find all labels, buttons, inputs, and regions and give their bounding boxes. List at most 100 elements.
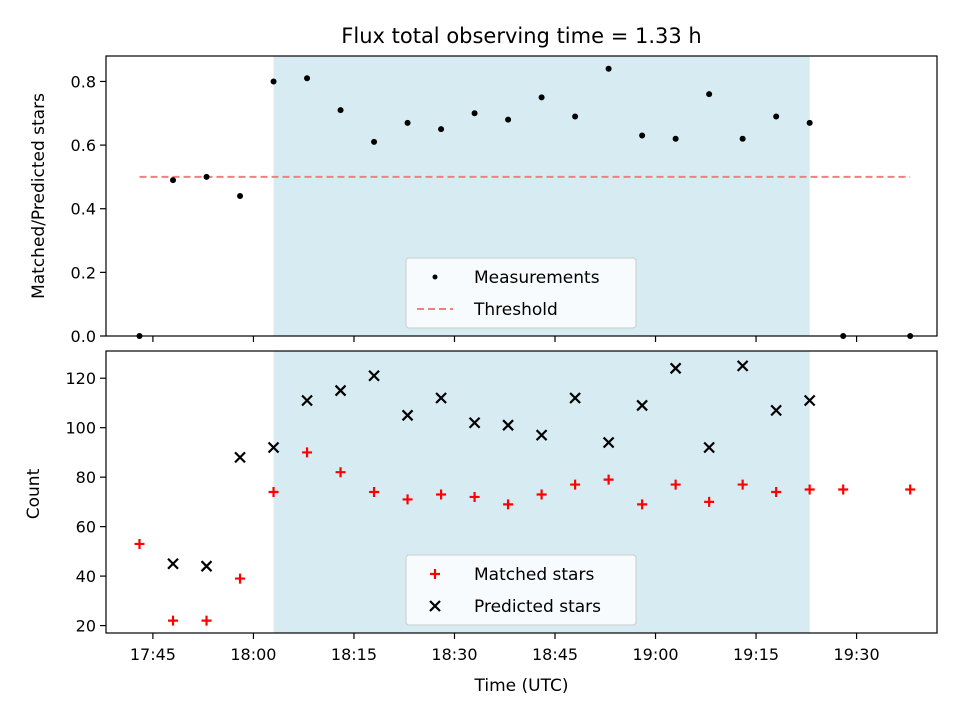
top-measurements-point — [605, 65, 612, 72]
top-measurements-point — [237, 193, 244, 199]
x-tick-label: 18:45 — [532, 645, 578, 664]
bottom-legend: Matched stars Predicted stars — [405, 554, 637, 626]
bottom-predicted-stars-point — [401, 409, 414, 422]
bottom-predicted-stars-point — [669, 362, 682, 375]
top-measurements-point — [773, 113, 780, 120]
bottom-predicted-stars-point — [234, 451, 246, 464]
bottom-matched-stars-point — [268, 487, 279, 497]
top-y-tick-label: 0.4 — [71, 200, 96, 219]
bottom-panel: 20 40 60 80 100 120 17:45 18:00 18:15 18:30 18:45 1… — [65, 350, 938, 664]
x-tick-label: 19:30 — [834, 645, 880, 664]
bottom-matched-stars-point — [804, 484, 815, 495]
bottom-matched-stars-point — [670, 479, 681, 490]
top-measurements-point — [371, 138, 378, 145]
bottom-y-tick-label: 120 — [65, 369, 96, 388]
bottom-y-tick-label: 40 — [76, 567, 96, 586]
legend-plus-marker — [430, 569, 440, 579]
legend-label: Threshold — [473, 300, 558, 320]
bottom-matched-stars-point — [637, 499, 648, 510]
bottom-y-axis-label: Count — [24, 468, 44, 519]
bottom-predicted-stars-point — [803, 394, 816, 407]
legend-dot-marker — [432, 274, 438, 280]
top-measurements-point — [672, 135, 679, 142]
bottom-predicted-stars-point — [267, 441, 280, 454]
top-measurements-point — [505, 116, 512, 123]
bottom-matched-stars-point — [436, 489, 447, 500]
top-y-tick-label: 0.6 — [71, 136, 96, 155]
bottom-y-tick-label: 80 — [76, 468, 96, 487]
bottom-matched-stars-point — [503, 499, 514, 510]
bottom-matched-stars-point — [201, 615, 212, 626]
bottom-matched-stars-point — [469, 491, 480, 502]
bottom-matched-stars-point — [570, 479, 581, 490]
bottom-predicted-stars-point — [535, 429, 548, 441]
chart-title: Flux total observing time = 1.33 h — [341, 24, 701, 48]
legend-x-marker — [429, 600, 441, 612]
bottom-predicted-stars-point — [502, 419, 514, 431]
x-tick-label: 19:15 — [733, 645, 779, 664]
x-tick-label: 18:00 — [230, 645, 276, 664]
top-measurements-point — [203, 173, 210, 180]
top-legend-box — [405, 257, 637, 329]
bottom-predicted-stars-point — [368, 369, 380, 382]
top-measurements-point — [438, 126, 445, 133]
bottom-predicted-stars-point — [334, 384, 347, 397]
bottom-matched-stars-point — [402, 494, 413, 505]
bottom-matched-stars-point — [905, 484, 916, 495]
top-measurements-point — [739, 135, 746, 142]
bottom-y-tick-label: 20 — [76, 617, 96, 636]
bottom-matched-stars-point — [603, 474, 614, 485]
top-y-axis-label: Matched/Predicted stars — [29, 93, 49, 299]
top-measurements-point — [471, 110, 478, 117]
x-tick-label: 18:15 — [331, 645, 377, 664]
bottom-matched-stars-point — [737, 479, 748, 490]
bottom-y-tick-label: 100 — [65, 419, 96, 438]
top-measurements-point — [304, 75, 311, 82]
top-panel: 0.0 0.2 0.4 0.6 0.8 Measurements Threshold — [71, 55, 938, 346]
top-axes-frame — [105, 55, 938, 337]
top-y-tick-label: 0.8 — [71, 72, 96, 91]
x-tick-label: 17:45 — [130, 645, 176, 664]
top-measurements-point — [270, 78, 277, 85]
bottom-matched-stars-point — [704, 496, 715, 507]
top-legend: Measurements Threshold — [405, 257, 637, 329]
legend-label: Predicted stars — [474, 597, 601, 617]
bottom-predicted-stars-point — [636, 399, 648, 412]
bottom-predicted-stars-point — [435, 392, 447, 404]
bottom-predicted-stars-point — [770, 404, 782, 417]
x-tick-label: 19:00 — [632, 645, 678, 664]
bottom-predicted-stars-point — [301, 394, 313, 407]
bottom-matched-stars-point — [335, 467, 346, 478]
top-measurements-point — [706, 91, 713, 98]
bottom-matched-stars-point — [302, 447, 313, 458]
top-measurements-point — [404, 119, 411, 126]
top-measurements-point — [337, 107, 344, 114]
legend-label: Matched stars — [474, 565, 594, 585]
bottom-y-tick-label: 60 — [76, 518, 96, 537]
bottom-legend-box — [405, 554, 637, 626]
top-y-tick-label: 0.2 — [71, 263, 96, 282]
bottom-axes-frame — [105, 350, 938, 634]
top-y-tick-label: 0.0 — [71, 327, 96, 346]
bottom-predicted-stars-point — [703, 441, 715, 454]
top-measurements-point — [806, 119, 813, 126]
bottom-matched-stars-point — [134, 538, 145, 549]
bottom-predicted-stars-point — [736, 360, 749, 372]
x-axis-label: Time (UTC) — [474, 676, 569, 696]
bottom-predicted-stars-point — [200, 560, 213, 572]
bottom-matched-stars-point — [369, 487, 380, 497]
top-measurements-point — [538, 94, 545, 101]
bottom-matched-stars-point — [536, 489, 547, 500]
top-measurements-point — [639, 132, 646, 139]
bottom-matched-stars-point — [771, 487, 782, 497]
bottom-predicted-stars-point — [167, 557, 179, 570]
top-measurements-point — [572, 113, 579, 120]
x-tick-label: 18:30 — [431, 645, 477, 664]
bottom-matched-stars-point — [235, 573, 246, 584]
bottom-matched-stars-point — [168, 615, 179, 626]
bottom-predicted-stars-point — [468, 416, 481, 429]
top-measurements-point — [170, 177, 177, 184]
bottom-matched-stars-point — [838, 484, 849, 495]
bottom-predicted-stars-point — [602, 436, 615, 449]
